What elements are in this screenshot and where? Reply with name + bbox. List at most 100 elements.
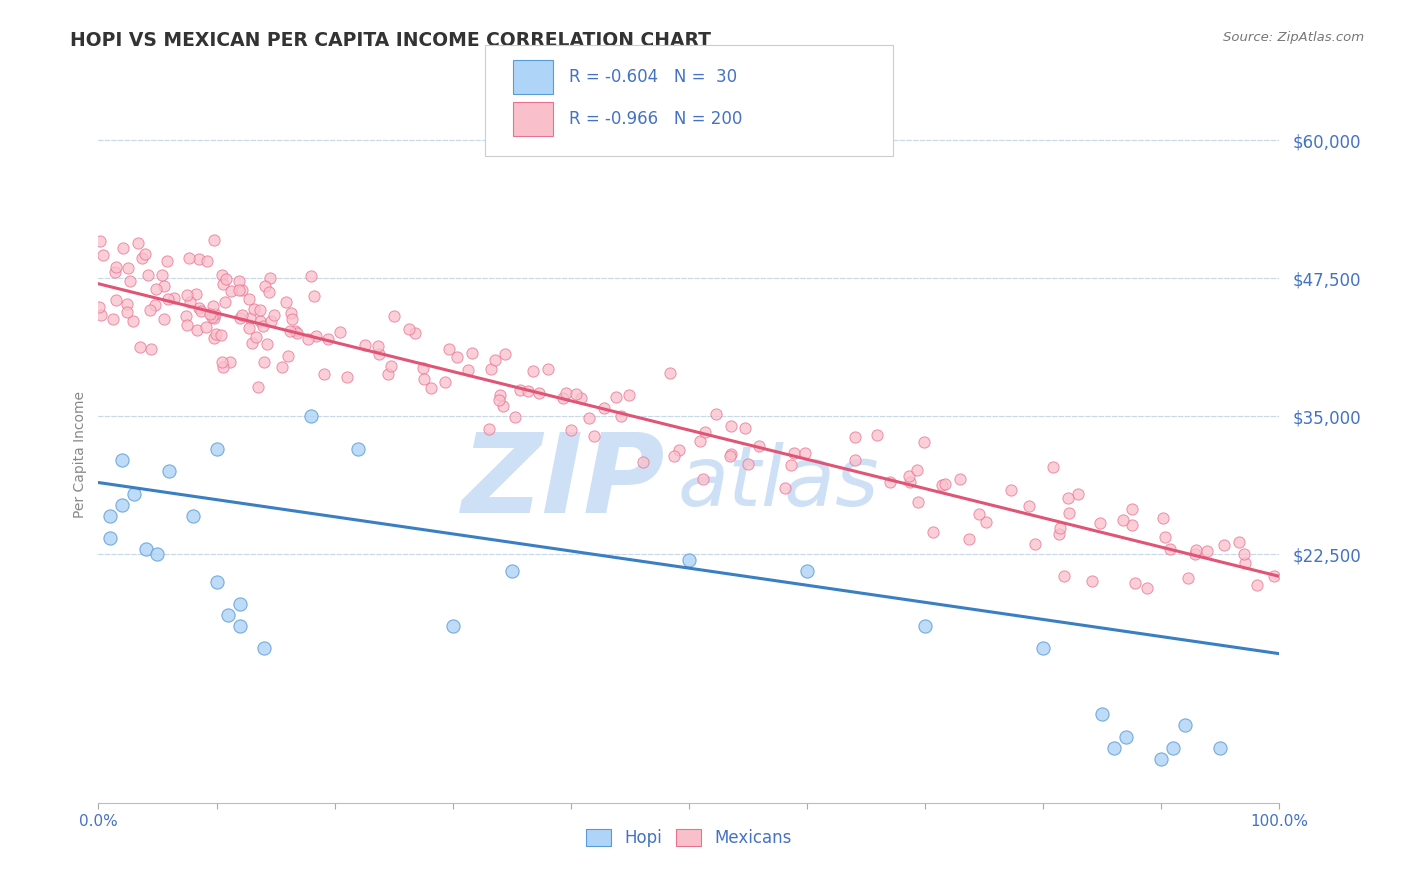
Point [146, 547, 169, 561]
Point [174, 309, 197, 323]
Point [720, 447, 742, 461]
Point [481, 361, 503, 376]
Point [194, 319, 217, 334]
Point [205, 574, 228, 589]
Point [879, 475, 901, 490]
Point [246, 379, 269, 393]
Point [704, 408, 727, 422]
Point [748, 438, 770, 452]
Point [1067, 487, 1090, 501]
Point [131, 251, 153, 265]
Point [257, 285, 280, 300]
Point [145, 282, 167, 296]
Point [304, 289, 326, 303]
Point [179, 294, 201, 309]
Point [353, 338, 375, 352]
Point [152, 311, 174, 326]
Point [204, 307, 226, 321]
Point [122, 313, 145, 327]
Point [844, 452, 866, 467]
Point [1053, 569, 1076, 583]
Point [1018, 499, 1040, 513]
Point [280, 324, 302, 338]
Point [104, 265, 127, 279]
Point [478, 422, 501, 436]
Point [398, 322, 420, 336]
Point [240, 335, 263, 350]
Point [1150, 751, 1173, 765]
Point [796, 564, 818, 578]
Point [1000, 483, 1022, 497]
Point [243, 302, 266, 317]
Point [336, 370, 359, 384]
Point [150, 268, 173, 282]
Point [200, 307, 222, 321]
Point [228, 283, 250, 297]
Point [555, 386, 578, 401]
Point [489, 388, 512, 402]
Point [90, 308, 112, 322]
Point [139, 342, 162, 356]
Point [231, 308, 253, 322]
Point [1174, 718, 1197, 732]
Point [297, 332, 319, 346]
Point [957, 532, 980, 546]
Point [718, 449, 741, 463]
Point [1209, 740, 1232, 755]
Point [228, 274, 250, 288]
Point [1152, 511, 1174, 525]
Point [578, 410, 600, 425]
Point [274, 294, 297, 309]
Point [692, 472, 714, 486]
Point [209, 328, 232, 343]
Point [211, 354, 233, 368]
Point [948, 472, 970, 486]
Point [281, 312, 304, 326]
Text: HOPI VS MEXICAN PER CAPITA INCOME CORRELATION CHART: HOPI VS MEXICAN PER CAPITA INCOME CORREL… [70, 31, 711, 50]
Text: atlas: atlas [678, 442, 879, 524]
Point [668, 442, 690, 457]
Point [188, 301, 211, 315]
Point [143, 298, 166, 312]
Point [780, 458, 803, 472]
Point [270, 360, 292, 375]
Point [1263, 569, 1285, 583]
Point [249, 303, 271, 318]
Point [253, 641, 276, 656]
Point [931, 478, 953, 492]
Point [1233, 547, 1256, 561]
Legend: Hopi, Mexicans: Hopi, Mexicans [579, 822, 799, 854]
Point [517, 384, 540, 399]
Point [501, 564, 523, 578]
Point [419, 381, 441, 395]
Point [111, 453, 134, 467]
Point [229, 311, 252, 326]
Point [259, 271, 281, 285]
Point [231, 284, 253, 298]
Point [1161, 740, 1184, 755]
Point [377, 367, 399, 381]
Point [737, 457, 759, 471]
Point [866, 428, 889, 442]
Point [659, 366, 682, 380]
Point [212, 360, 235, 375]
Point [662, 449, 685, 463]
Point [912, 435, 935, 450]
Point [156, 253, 179, 268]
Point [564, 387, 586, 401]
Point [494, 347, 516, 361]
Point [1177, 571, 1199, 585]
Point [98, 508, 121, 523]
Point [1057, 491, 1080, 505]
Point [1233, 556, 1256, 570]
Point [1227, 535, 1250, 549]
Point [122, 486, 145, 500]
Point [219, 284, 242, 298]
Point [509, 383, 531, 397]
Point [205, 326, 228, 341]
Point [91, 247, 114, 261]
Point [252, 318, 274, 333]
Point [186, 323, 208, 337]
Point [316, 333, 339, 347]
Point [176, 288, 198, 302]
